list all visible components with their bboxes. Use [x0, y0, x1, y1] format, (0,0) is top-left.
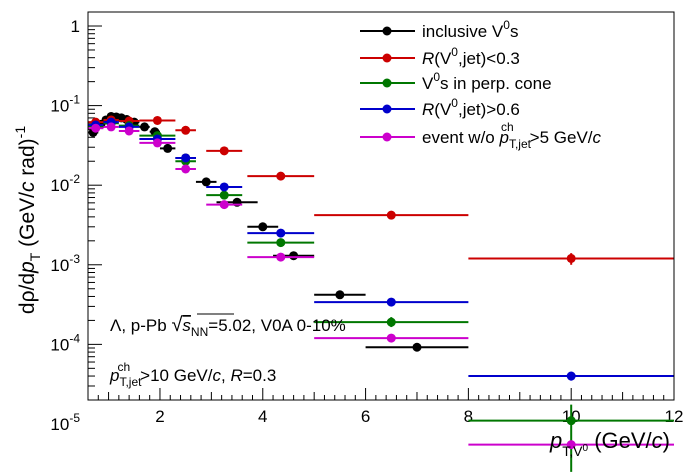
- y-tick-label: 10-2: [50, 172, 80, 195]
- x-tick-label: 4: [258, 407, 267, 426]
- data-point: [219, 146, 229, 156]
- data-point: [181, 153, 191, 163]
- svg-text:R(V0,jet)<0.3: R(V0,jet)<0.3: [422, 45, 520, 68]
- data-point: [566, 253, 576, 263]
- data-point: [566, 371, 576, 381]
- legend-item-out-of-jet: R(V0,jet)>0.6: [360, 96, 520, 119]
- data-point: [386, 317, 396, 327]
- y-axis-label: dρ/dpT (GeV/c rad)-1: [12, 126, 43, 314]
- data-marks: [88, 111, 674, 472]
- data-point: [258, 222, 268, 232]
- data-point: [276, 238, 286, 248]
- legend-item-inclusive: inclusive V0s: [360, 18, 518, 41]
- x-tick-label: 2: [155, 407, 164, 426]
- data-point: [566, 440, 576, 450]
- svg-text:inclusive V0s: inclusive V0s: [422, 18, 518, 41]
- data-point: [163, 143, 173, 153]
- data-point: [276, 252, 286, 262]
- data-point: [106, 122, 116, 132]
- data-point: [201, 177, 211, 187]
- data-point: [412, 342, 422, 352]
- data-point: [219, 190, 229, 200]
- data-point: [91, 123, 101, 133]
- data-point: [566, 416, 576, 426]
- data-point: [276, 171, 286, 181]
- data-point: [181, 125, 191, 135]
- data-point: [219, 200, 229, 210]
- data-point: [152, 138, 162, 148]
- data-point: [152, 115, 162, 125]
- data-point: [219, 182, 229, 192]
- data-point: [386, 297, 396, 307]
- data-point: [289, 251, 299, 261]
- legend-item-perp-cone: V0s in perp. cone: [360, 70, 552, 93]
- data-point: [276, 228, 286, 238]
- data-point: [140, 122, 150, 132]
- y-tick-label: 1: [71, 17, 80, 36]
- series-4: [88, 122, 674, 450]
- plot-frame: [87, 11, 675, 401]
- data-point: [386, 210, 396, 220]
- y-tick-label: 10-5: [50, 411, 80, 434]
- data-point: [181, 164, 191, 174]
- data-point: [124, 126, 134, 136]
- svg-text:V0s in perp. cone: V0s in perp. cone: [422, 70, 552, 93]
- x-axis-label: pT,V0 (GeV/c): [549, 428, 670, 459]
- x-tick-label: 12: [665, 407, 684, 426]
- x-tick-label: 8: [464, 407, 473, 426]
- y-tick-label: 10-4: [50, 331, 80, 354]
- data-point: [335, 290, 345, 300]
- x-tick-label: 6: [361, 407, 370, 426]
- legend-item-in-jet: R(V0,jet)<0.3: [360, 45, 520, 68]
- axes: 24681012110-110-210-310-410-5: [50, 17, 683, 434]
- annotation-system: Λ, p-Pb √sNN=5.02, V0A 0-10%: [110, 314, 346, 339]
- svg-text:R(V0,jet)>0.6: R(V0,jet)>0.6: [422, 96, 520, 119]
- y-tick-label: 10-3: [50, 252, 80, 275]
- data-point: [386, 333, 396, 343]
- y-tick-label: 10-1: [50, 93, 80, 116]
- annotation-jet-cut: pT,jetch >10 GeV/c, R=0.3: [109, 360, 276, 389]
